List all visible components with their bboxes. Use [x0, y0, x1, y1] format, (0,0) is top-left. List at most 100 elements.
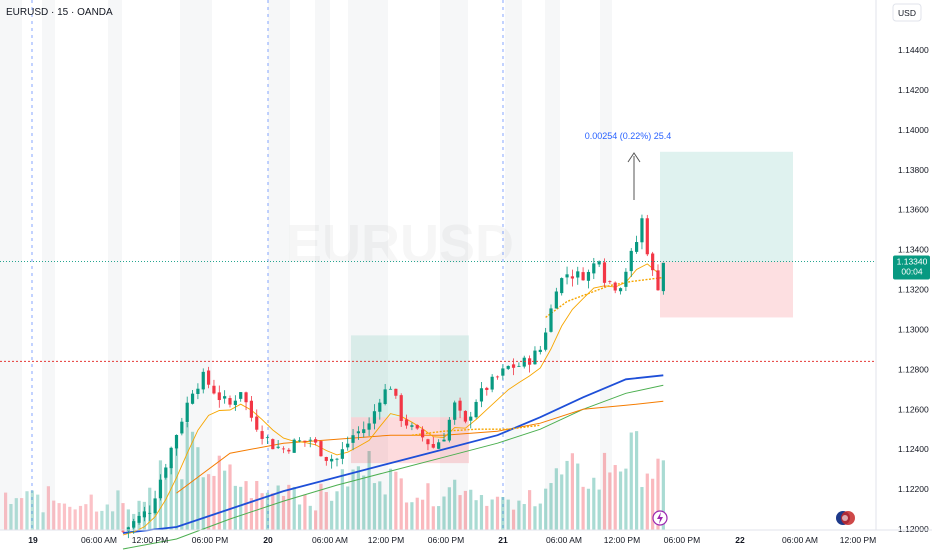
symbol-watermark: EURUSD [286, 214, 514, 274]
candle-body [249, 400, 253, 418]
volume-bar [62, 503, 67, 530]
time-axis[interactable]: 19 06:00 AM 12:00 PM 06:00 PM 20 06:00 AM 12:0… [0, 529, 932, 545]
volume-bar [287, 484, 291, 530]
volume-bar [100, 510, 104, 530]
candle-body [292, 439, 296, 453]
volume-bar [474, 500, 478, 530]
candle-body [394, 388, 398, 396]
volume-bar [517, 500, 521, 530]
candle-body [271, 439, 275, 450]
candle-body [217, 392, 221, 401]
volume-bar [201, 477, 205, 530]
candle-body [479, 388, 484, 402]
long-position-profit-zone [351, 335, 469, 418]
candle-body [260, 431, 264, 439]
volume-bar [330, 500, 334, 530]
volume-bar [223, 470, 227, 530]
candle-body [174, 434, 179, 449]
price-axis[interactable]: 1.14400 1.14200 1.14000 1.13800 1.13600 1.134… [875, 0, 929, 534]
volume-bar [30, 490, 34, 530]
volume-bar [479, 495, 484, 530]
volume-bar [485, 505, 489, 530]
volume-bar [180, 479, 184, 530]
volume-bar [394, 471, 398, 530]
lightning-icon[interactable] [652, 510, 668, 526]
candle-body [624, 271, 628, 287]
candle-body [308, 439, 312, 441]
volume-bar [212, 475, 216, 530]
position-tools[interactable] [351, 151, 793, 464]
candle-body [565, 274, 569, 278]
time-tick-label: 12:00 PM [840, 535, 876, 545]
candle-body [255, 416, 259, 430]
volume-bar [624, 468, 628, 530]
volume-bar [314, 510, 318, 530]
flag-icon[interactable] [836, 511, 855, 525]
candle-body [554, 291, 558, 309]
volume-bar [164, 474, 168, 530]
volume-bar [271, 493, 275, 530]
volume-bar [538, 503, 542, 530]
candle-body [533, 350, 537, 365]
candle-body [421, 429, 425, 438]
candle-body [239, 392, 243, 399]
volume-bar [560, 474, 564, 530]
candle-body [629, 250, 633, 272]
volume-bar [303, 494, 307, 530]
price-tick-label: 1.13000 [898, 324, 929, 334]
price-tick-label: 1.13800 [898, 165, 929, 175]
volume-bar [458, 495, 462, 530]
volume-bar [9, 504, 13, 530]
volume-bar [388, 468, 393, 530]
volume-bar [565, 460, 569, 530]
session-band [440, 0, 468, 530]
measure-arrow-head [627, 152, 641, 163]
candle-body [458, 400, 462, 411]
candle-body [597, 261, 601, 265]
candle-body [297, 440, 302, 442]
volume-bar [340, 469, 344, 530]
volume-bar [367, 451, 371, 530]
volume-bar [244, 481, 248, 530]
candle-body [447, 419, 451, 441]
volume-bar [645, 473, 649, 530]
volume-bar [351, 469, 355, 530]
volume-bar [41, 512, 45, 530]
volume-bar [84, 504, 88, 530]
candle-body [469, 416, 473, 421]
volume-bar [185, 422, 189, 530]
long-position-loss-zone [660, 261, 793, 318]
currency-label: USD [898, 8, 916, 18]
volume-bar [656, 458, 660, 530]
candle-body [511, 364, 516, 368]
volume-bar [14, 498, 18, 530]
volume-bar [281, 495, 286, 530]
candle-body [190, 393, 195, 404]
volume-bar [383, 494, 387, 530]
volume-bar [126, 509, 130, 530]
candle-body [661, 262, 665, 292]
volume-bar [276, 485, 280, 530]
volume-bar [597, 489, 601, 530]
time-tick-label: 20 [263, 535, 273, 545]
volume-bar [169, 463, 173, 530]
volume-bar [297, 504, 302, 530]
last-price-badge: 1.13340 00:04 [893, 255, 930, 280]
candle-body [153, 498, 157, 514]
vwap-line [411, 424, 541, 436]
volume-bar [592, 477, 596, 530]
currency-button[interactable]: USD [892, 3, 922, 22]
volume-bar [52, 500, 56, 530]
time-tick-label: 06:00 AM [782, 535, 818, 545]
volume-bar [356, 466, 360, 530]
symbol-title[interactable]: EURUSD · 15 · OANDA [6, 7, 113, 18]
time-tick-label: 22 [735, 535, 745, 545]
candle-body [362, 429, 366, 434]
candle-body [351, 435, 355, 443]
volume-bar [94, 511, 99, 530]
measure-tool[interactable]: 0.00254 (0.22%) 25.4 [585, 131, 672, 200]
volume-bar [4, 492, 8, 530]
volume-bar [501, 496, 505, 530]
volume-bar [319, 483, 323, 530]
